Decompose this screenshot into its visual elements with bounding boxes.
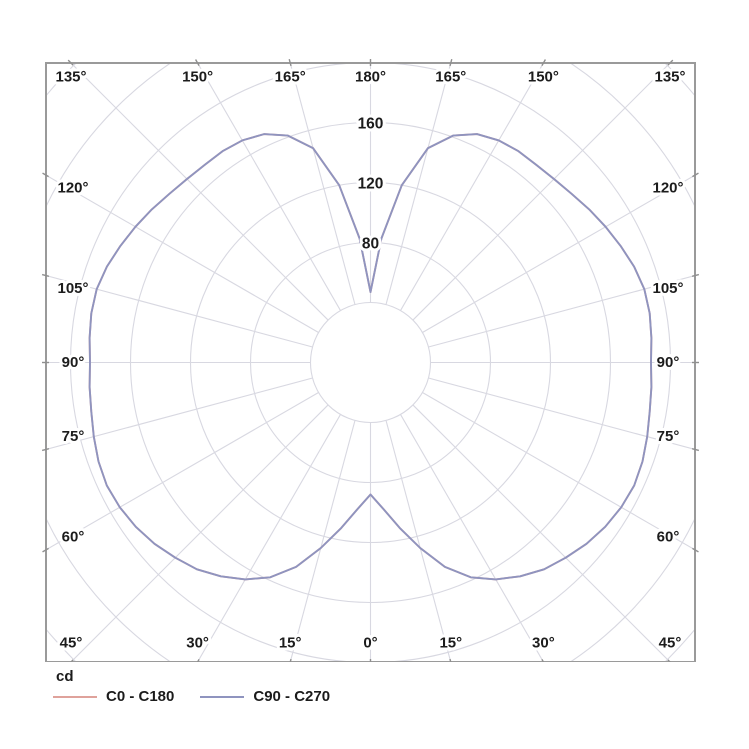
axis-tick <box>667 59 674 66</box>
angle-label: 180° <box>355 69 386 86</box>
polar-chart: 0° 15° 15° 30° 30° 45° 45° 60° 60° 75° 75° 90° 90° 10… <box>41 58 700 662</box>
axis-tick <box>41 447 50 452</box>
angle-label: 135° <box>654 69 685 86</box>
angle-label: 15° <box>279 635 302 652</box>
legend-line-c0-c180 <box>53 695 97 698</box>
angle-label: 120° <box>652 180 683 197</box>
axis-tick <box>288 58 292 67</box>
angle-label: 30° <box>186 635 209 652</box>
axis-tick <box>691 447 700 452</box>
legend-label-c0-c180: C0 - C180 <box>106 688 175 705</box>
polar-grid-spoke <box>422 392 694 550</box>
axis-tick <box>449 658 452 662</box>
legend-units-label: cd <box>56 668 74 685</box>
legend: cd C0 - C180 C90 - C270 <box>53 668 356 705</box>
polar-grid-ring <box>309 301 432 424</box>
polar-grid-spoke <box>289 420 356 661</box>
polar-grid-spoke <box>47 275 313 348</box>
polar-grid-spoke <box>47 392 319 550</box>
legend-label-c90-c270: C90 - C270 <box>253 688 331 705</box>
axis-tick <box>42 172 49 178</box>
polar-grid-spoke <box>289 64 356 305</box>
angle-label: 90° <box>62 354 85 371</box>
polar-grid-spoke <box>400 64 544 311</box>
polar-grid-spoke <box>47 377 313 450</box>
radial-label: 120 <box>358 176 384 193</box>
axis-tick <box>449 58 453 67</box>
polar-grid-spoke <box>385 420 452 661</box>
polar-grid-spoke <box>47 175 319 333</box>
axis-tick <box>289 658 292 662</box>
angle-label: 165° <box>435 69 466 86</box>
axis-tick <box>194 59 200 66</box>
polar-grid-spoke <box>428 275 694 348</box>
radial-label: 160 <box>358 116 384 133</box>
axis-tick <box>196 659 200 662</box>
polar-grid-spoke <box>412 404 670 661</box>
legend-item-c90-c270: C90 - C270 <box>200 688 330 705</box>
angle-label: 60° <box>657 528 680 545</box>
legend-row: C0 - C180 C90 - C270 <box>53 688 356 705</box>
angle-label: 135° <box>55 69 86 86</box>
angle-label: 45° <box>659 635 682 652</box>
polar-grid-spoke <box>71 404 329 661</box>
angle-label: 105° <box>57 280 88 297</box>
angle-label: 90° <box>657 354 680 371</box>
angle-label: 150° <box>182 69 213 86</box>
polar-grid-spoke <box>412 64 670 321</box>
angle-label: 30° <box>532 635 555 652</box>
angle-label: 150° <box>528 69 559 86</box>
axis-tick <box>41 273 50 278</box>
angle-label: 105° <box>652 280 683 297</box>
polar-grid-spoke <box>197 414 341 661</box>
angle-label: 75° <box>657 428 680 445</box>
polar-grid-ring <box>47 64 694 661</box>
axis-tick <box>70 659 74 662</box>
axis-tick <box>541 659 545 662</box>
angle-label: 15° <box>439 635 462 652</box>
angle-label: 165° <box>275 69 306 86</box>
axis-tick <box>692 172 699 178</box>
axis-tick <box>667 659 671 662</box>
axis-tick <box>692 547 699 553</box>
polar-grid-spoke <box>385 64 452 305</box>
legend-line-c90-c270 <box>200 695 245 698</box>
series-c90-c270-curve <box>88 133 653 581</box>
axis-tick <box>42 547 49 553</box>
axis-tick <box>691 273 700 278</box>
polar-grid-spoke <box>400 414 544 661</box>
angle-label: 60° <box>62 528 85 545</box>
polar-grid-spoke <box>422 175 694 333</box>
legend-item-c0-c180: C0 - C180 <box>53 688 174 705</box>
polar-grid-spoke <box>197 64 341 311</box>
angle-label: 45° <box>60 635 83 652</box>
polar-grid-spoke <box>428 377 694 450</box>
axis-tick <box>67 59 74 66</box>
angle-label: 75° <box>62 428 85 445</box>
angle-label: 120° <box>57 180 88 197</box>
radial-label: 80 <box>362 236 379 253</box>
angle-label: 0° <box>363 635 377 652</box>
polar-grid <box>47 64 694 661</box>
polar-grid-spoke <box>71 64 329 321</box>
axis-tick <box>541 59 547 66</box>
